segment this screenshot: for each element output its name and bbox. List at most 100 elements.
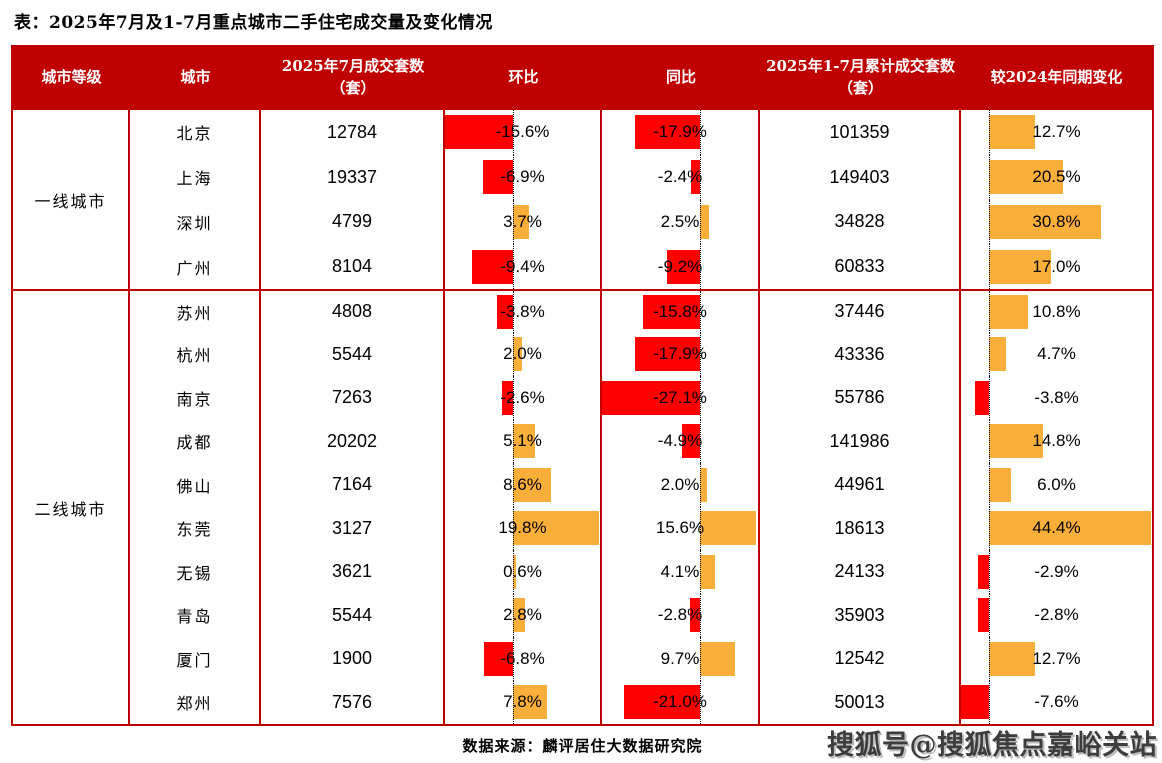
mom-pct-bar-cell: -9.4% [445, 244, 602, 289]
cum-vs-2024-pct-bar-cell: 44.4% [961, 506, 1152, 550]
cum-vs-2024-pct-label: 20.5% [1032, 167, 1081, 187]
yoy-pct-label: -2.4% [657, 167, 703, 187]
cum-vs-2024-pct-label: 12.7% [1032, 648, 1081, 668]
cum-units-cell: 60833 [760, 244, 961, 289]
zero-axis-line [988, 593, 990, 637]
column-header-cum-change: 较2024年同期变化 [961, 47, 1152, 110]
mom-pct-label: 7.8% [503, 692, 542, 712]
zero-axis-line [513, 199, 515, 245]
zero-axis-line [699, 637, 701, 681]
yoy-pct-bar-cell: 2.0% [602, 463, 760, 507]
mom-pct-label: 0.6% [503, 561, 542, 581]
yoy-pct-label: -17.9% [653, 344, 707, 364]
mom-pct-label: 8.6% [503, 474, 542, 494]
cum-vs-2024-pct-bar-cell: -2.8% [961, 593, 1152, 637]
city-name-cell: 杭州 [130, 332, 261, 376]
july-units-cell: 7263 [261, 376, 445, 420]
cum-units-cell: 34828 [760, 199, 961, 245]
mom-pct-label: -2.6% [500, 387, 545, 407]
cum-vs-2024-pct-label: 6.0% [1037, 474, 1076, 494]
mom-pct-bar [513, 554, 516, 589]
july-units-cell: 1900 [261, 637, 445, 681]
cum-vs-2024-pct-label: -2.8% [1034, 605, 1079, 625]
cum-vs-2024-pct-bar-cell: -3.8% [961, 376, 1152, 420]
cum-vs-2024-pct-bar [988, 424, 1043, 459]
city-name-cell: 上海 [130, 154, 261, 200]
zero-axis-line [988, 199, 990, 245]
cum-vs-2024-pct-label: 17.0% [1032, 256, 1081, 276]
july-units-cell: 5544 [261, 593, 445, 637]
zero-axis-line [699, 419, 701, 463]
cum-units-cell: 44961 [760, 463, 961, 507]
zero-axis-line [699, 332, 701, 376]
column-header-mom: 环比 [445, 47, 602, 110]
yoy-pct-bar-cell: -15.8% [602, 289, 760, 333]
yoy-pct-bar-cell: -2.8% [602, 593, 760, 637]
cum-vs-2024-pct-bar [988, 511, 1151, 546]
mom-pct-bar [472, 249, 514, 284]
july-units-cell: 3621 [261, 550, 445, 594]
city-name-cell: 深圳 [130, 199, 261, 245]
cum-vs-2024-pct-bar [988, 249, 1051, 284]
zero-axis-line [699, 154, 701, 200]
city-name-cell: 北京 [130, 110, 261, 155]
cum-vs-2024-pct-bar-cell: 10.8% [961, 289, 1152, 333]
column-header-july-units: 2025年7月成交套数（套） [261, 47, 445, 110]
zero-axis-line [699, 680, 701, 724]
zero-axis-line [988, 332, 990, 376]
mom-pct-label: -15.6% [495, 122, 550, 142]
zero-axis-line [513, 550, 515, 594]
cum-vs-2024-pct-bar [988, 115, 1036, 150]
zero-axis-line [513, 680, 515, 724]
yoy-pct-bar-cell: 2.5% [602, 199, 760, 245]
zero-axis-line [988, 419, 990, 463]
cum-vs-2024-pct-bar [978, 554, 989, 589]
zero-axis-line [988, 506, 990, 550]
yoy-pct-label: 2.0% [660, 474, 700, 494]
zero-axis-line [699, 110, 701, 155]
cum-vs-2024-pct-label: 4.7% [1037, 344, 1076, 364]
july-units-cell: 4799 [261, 199, 445, 245]
mom-pct-label: -6.9% [500, 167, 545, 187]
yoy-pct-label: -2.8% [657, 605, 703, 625]
zero-axis-line [988, 550, 990, 594]
cum-vs-2024-pct-bar [988, 294, 1029, 329]
zero-axis-line [988, 110, 990, 155]
cum-vs-2024-pct-bar-cell: -7.6% [961, 680, 1152, 724]
yoy-pct-bar [699, 511, 756, 546]
tier-cell: 一线城市 [13, 110, 130, 289]
yoy-pct-bar-cell: 15.6% [602, 506, 760, 550]
column-header-yoy: 同比 [602, 47, 760, 110]
yoy-pct-label: -21.0% [653, 692, 707, 712]
cum-vs-2024-pct-bar [988, 467, 1011, 502]
cum-vs-2024-pct-label: -7.6% [1034, 692, 1079, 712]
mom-pct-bar-cell: 7.8% [445, 680, 602, 724]
july-units-cell: 19337 [261, 154, 445, 200]
mom-pct-bar-cell: -2.6% [445, 376, 602, 420]
mom-pct-label: -3.8% [500, 301, 545, 321]
mom-pct-bar-cell: 5.1% [445, 419, 602, 463]
july-units-cell: 12784 [261, 110, 445, 155]
cum-vs-2024-pct-label: -2.9% [1034, 561, 1079, 581]
table-title: 表：2025年7月及1-7月重点城市二手住宅成交量及变化情况 [14, 13, 493, 33]
zero-axis-line [699, 550, 701, 594]
cum-units-cell: 37446 [760, 289, 961, 333]
yoy-pct-bar [699, 204, 709, 239]
cum-vs-2024-pct-bar-cell: 20.5% [961, 154, 1152, 200]
zero-axis-line [513, 332, 515, 376]
yoy-pct-label: 4.1% [660, 561, 700, 581]
yoy-pct-bar [699, 467, 707, 502]
mom-pct-label: 2.0% [503, 344, 542, 364]
cum-vs-2024-pct-bar-cell: 4.7% [961, 332, 1152, 376]
mom-pct-bar [513, 511, 600, 546]
mom-pct-bar-cell: 8.6% [445, 463, 602, 507]
yoy-pct-bar [691, 160, 700, 195]
yoy-pct-bar [635, 337, 700, 372]
cum-vs-2024-pct-bar-cell: 17.0% [961, 244, 1152, 289]
july-units-cell: 3127 [261, 506, 445, 550]
yoy-pct-label: 2.5% [660, 211, 700, 231]
cum-vs-2024-pct-bar [988, 160, 1064, 195]
data-source-note: 数据来源：麟评居住大数据研究院 [462, 737, 703, 755]
cum-vs-2024-pct-bar-cell: 12.7% [961, 637, 1152, 681]
yoy-pct-bar [635, 115, 700, 150]
